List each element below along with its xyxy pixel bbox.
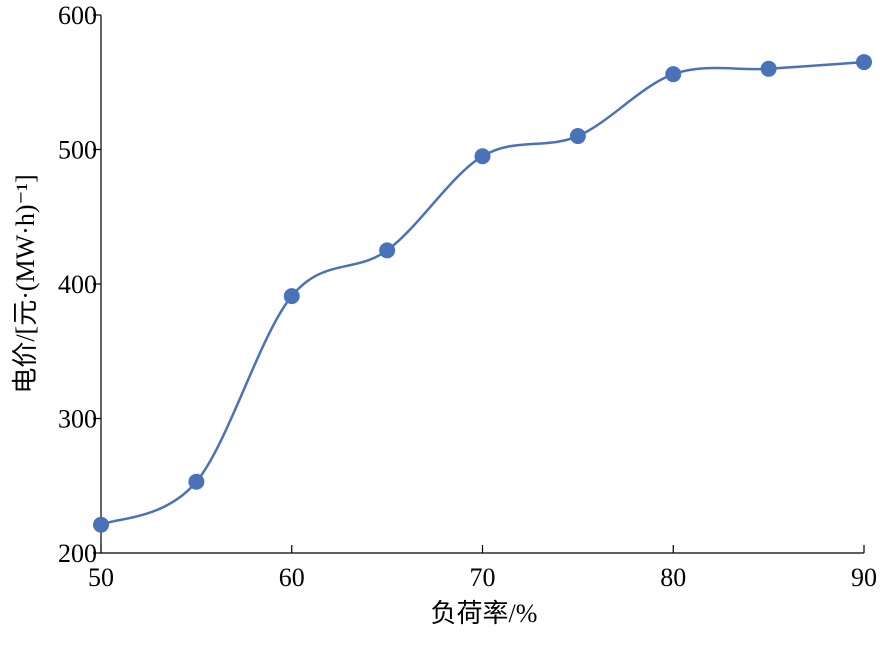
x-tick-label: 90 — [851, 563, 877, 592]
marker — [283, 288, 300, 305]
y-tick-label: 500 — [58, 136, 97, 165]
marker — [760, 60, 777, 77]
y-tick-label: 600 — [58, 1, 97, 30]
y-axis-label: 电价/[元·(MW·h)⁻¹] — [11, 174, 40, 393]
line — [100, 60, 865, 526]
marker — [665, 66, 682, 83]
x-axis-label: 负荷率/% — [431, 599, 538, 628]
x-tick-label: 70 — [470, 563, 496, 592]
y-tick-label: 300 — [58, 405, 97, 434]
marker — [856, 54, 872, 71]
x-tick-label: 80 — [660, 563, 686, 592]
y-tick-label: 400 — [58, 270, 97, 299]
x-tick-label: 50 — [88, 563, 114, 592]
marker — [379, 242, 396, 259]
y-tick-label: 200 — [58, 539, 97, 568]
x-tick-label: 60 — [279, 563, 305, 592]
marker — [188, 473, 205, 490]
marker — [93, 516, 109, 533]
marker — [569, 128, 586, 145]
marker — [474, 148, 491, 165]
